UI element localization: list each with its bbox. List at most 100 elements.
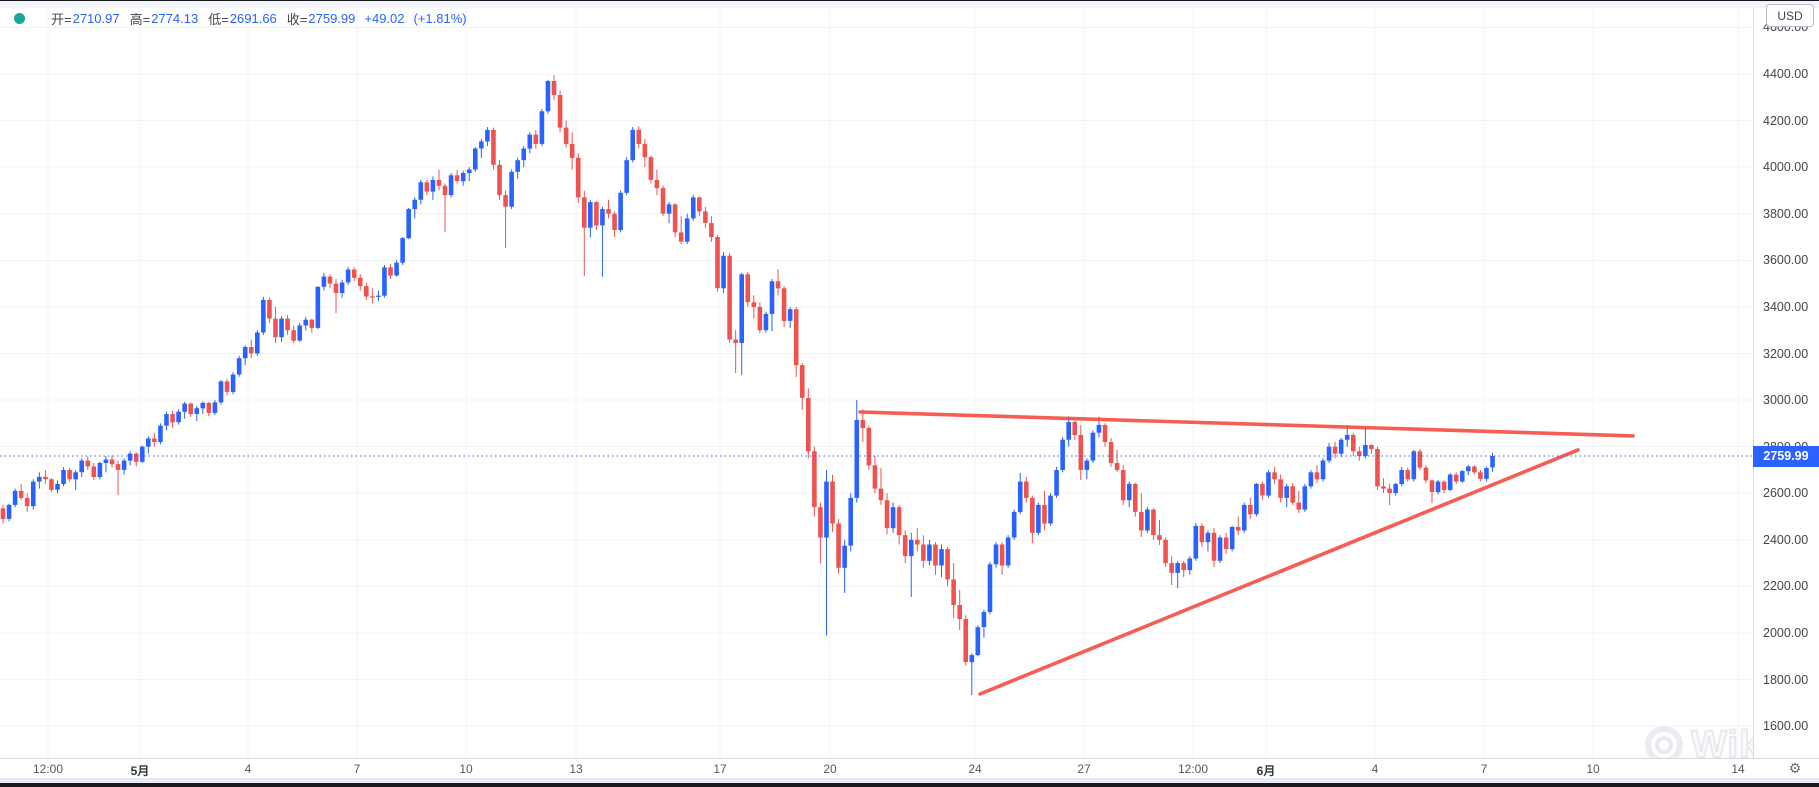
candle [1447,473,1453,491]
candle [624,157,629,196]
low-label: 低= [208,12,229,27]
candle [939,544,944,578]
candlestick-chart[interactable] [0,0,1753,758]
candle [733,330,738,374]
candle [1169,556,1174,585]
candle [1072,421,1078,440]
candle [557,90,563,133]
candle [1145,507,1150,533]
candle [73,470,78,490]
grid [0,0,1753,758]
candle [1199,523,1205,547]
candle [1030,495,1035,544]
price-axis[interactable]: 4600.00 4400.00 4200.00 4000.00 3800.00 3600.… [1753,0,1819,758]
candle [1478,470,1483,482]
candle [273,306,278,343]
candle [1108,438,1114,467]
candle [442,183,448,232]
candle [315,286,321,330]
candle [1217,535,1223,564]
candle [158,423,163,445]
candle [182,401,187,419]
candle [1060,437,1065,473]
candle [854,400,860,503]
price-tick-label: 2200.00 [1763,579,1809,594]
ohlc-legend: 开= 2710.97 高= 2774.13 低= 2691.66 收= 2759.99 … [14,9,467,28]
change-percent: (+1.81%) [413,11,467,26]
time-tick-label: 5月 [130,764,150,778]
candle [812,446,817,517]
candle [309,318,315,333]
candle [1357,446,1362,461]
trendline-lower-support[interactable] [978,448,1580,696]
candle [866,425,872,470]
candle [503,190,508,248]
candle [678,216,684,244]
candle [1114,449,1120,472]
candle [860,409,866,442]
price-tick-label: 1600.00 [1763,719,1809,734]
candle [721,251,726,293]
candle [67,467,72,482]
candle [1139,493,1144,537]
candle [466,167,472,182]
candle [115,460,121,496]
candle [1096,416,1102,438]
candle [1078,425,1084,480]
candle [848,493,853,552]
candle [793,306,799,377]
candle [333,279,339,313]
currency-unit-button[interactable]: USD [1766,4,1814,27]
candle [775,269,781,296]
candle [1223,532,1229,554]
candle [133,452,139,467]
settings-gear-icon[interactable]: ⚙ [1772,759,1818,778]
candle [751,295,757,319]
time-tick-label: 7 [353,762,361,776]
price-tick-label: 3000.00 [1763,393,1809,408]
high-value: 2774.13 [151,11,199,26]
time-axis[interactable]: 12:00 5月 4 7 10 13 17 20 24 27 12:00 6月 4 7 10 14 [0,758,1819,778]
price-tick-label: 4000.00 [1763,160,1809,175]
trendline-upper-resistance[interactable] [858,410,1635,438]
series-status-dot [14,13,25,24]
candle [727,252,732,343]
candle [878,468,884,505]
candle [1126,481,1132,508]
candle [1193,523,1199,561]
time-tick-label: 4 [1371,762,1379,776]
candles-series [0,75,1495,695]
candle [799,362,805,410]
candle [896,504,902,545]
candle [975,625,981,657]
candle [1157,520,1162,545]
candle [1423,465,1429,483]
candle [357,274,363,291]
low-value: 2691.66 [229,11,277,26]
candle [1411,449,1417,482]
candle [297,323,302,342]
candle [1211,528,1217,568]
candle [212,400,218,415]
candle [945,546,950,587]
time-tick-label: 12:00 [32,762,64,776]
candle [406,207,411,240]
candle [830,474,835,532]
candle [146,436,151,454]
candle [999,542,1005,575]
bottom-border-bar [0,783,1819,787]
candle [279,316,284,342]
price-tick-label: 3400.00 [1763,299,1809,314]
candle [594,200,599,230]
candle [236,355,242,377]
top-border-strip [0,0,1819,8]
candle [285,315,290,335]
candle [915,528,920,552]
candle [1272,466,1277,484]
candle [1048,493,1053,526]
candle [993,541,999,568]
candle [1102,423,1108,447]
candle [745,272,751,307]
candle [987,562,993,615]
candle [1042,490,1047,531]
